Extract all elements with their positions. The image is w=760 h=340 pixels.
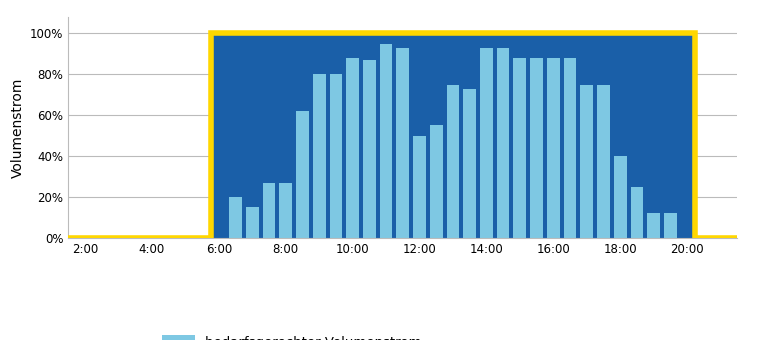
Bar [614, 156, 626, 238]
Bar [380, 44, 392, 238]
Bar [597, 85, 610, 238]
Bar [330, 74, 342, 238]
Bar [230, 197, 242, 238]
Bar [648, 214, 660, 238]
Legend: bedarfsgerechter Volumenstrom, konstanter Volumenstrom, Energieeinsparung: bedarfsgerechter Volumenstrom, konstante… [155, 328, 429, 340]
Bar [413, 136, 426, 238]
Bar [631, 187, 643, 238]
Bar [447, 85, 459, 238]
Bar [514, 58, 526, 238]
Bar [246, 207, 258, 238]
Bar [263, 183, 275, 238]
Bar [480, 48, 492, 238]
Bar [363, 60, 375, 238]
Bar [397, 48, 409, 238]
Bar [564, 58, 576, 238]
Bar [347, 58, 359, 238]
Bar [280, 183, 292, 238]
Bar [581, 85, 593, 238]
Y-axis label: Volumenstrom: Volumenstrom [11, 77, 24, 178]
Bar [296, 111, 309, 238]
Bar [313, 74, 325, 238]
Bar [430, 125, 442, 238]
Bar [530, 58, 543, 238]
Bar [664, 214, 676, 238]
Bar [547, 58, 559, 238]
Bar [464, 89, 476, 238]
Bar [497, 48, 509, 238]
